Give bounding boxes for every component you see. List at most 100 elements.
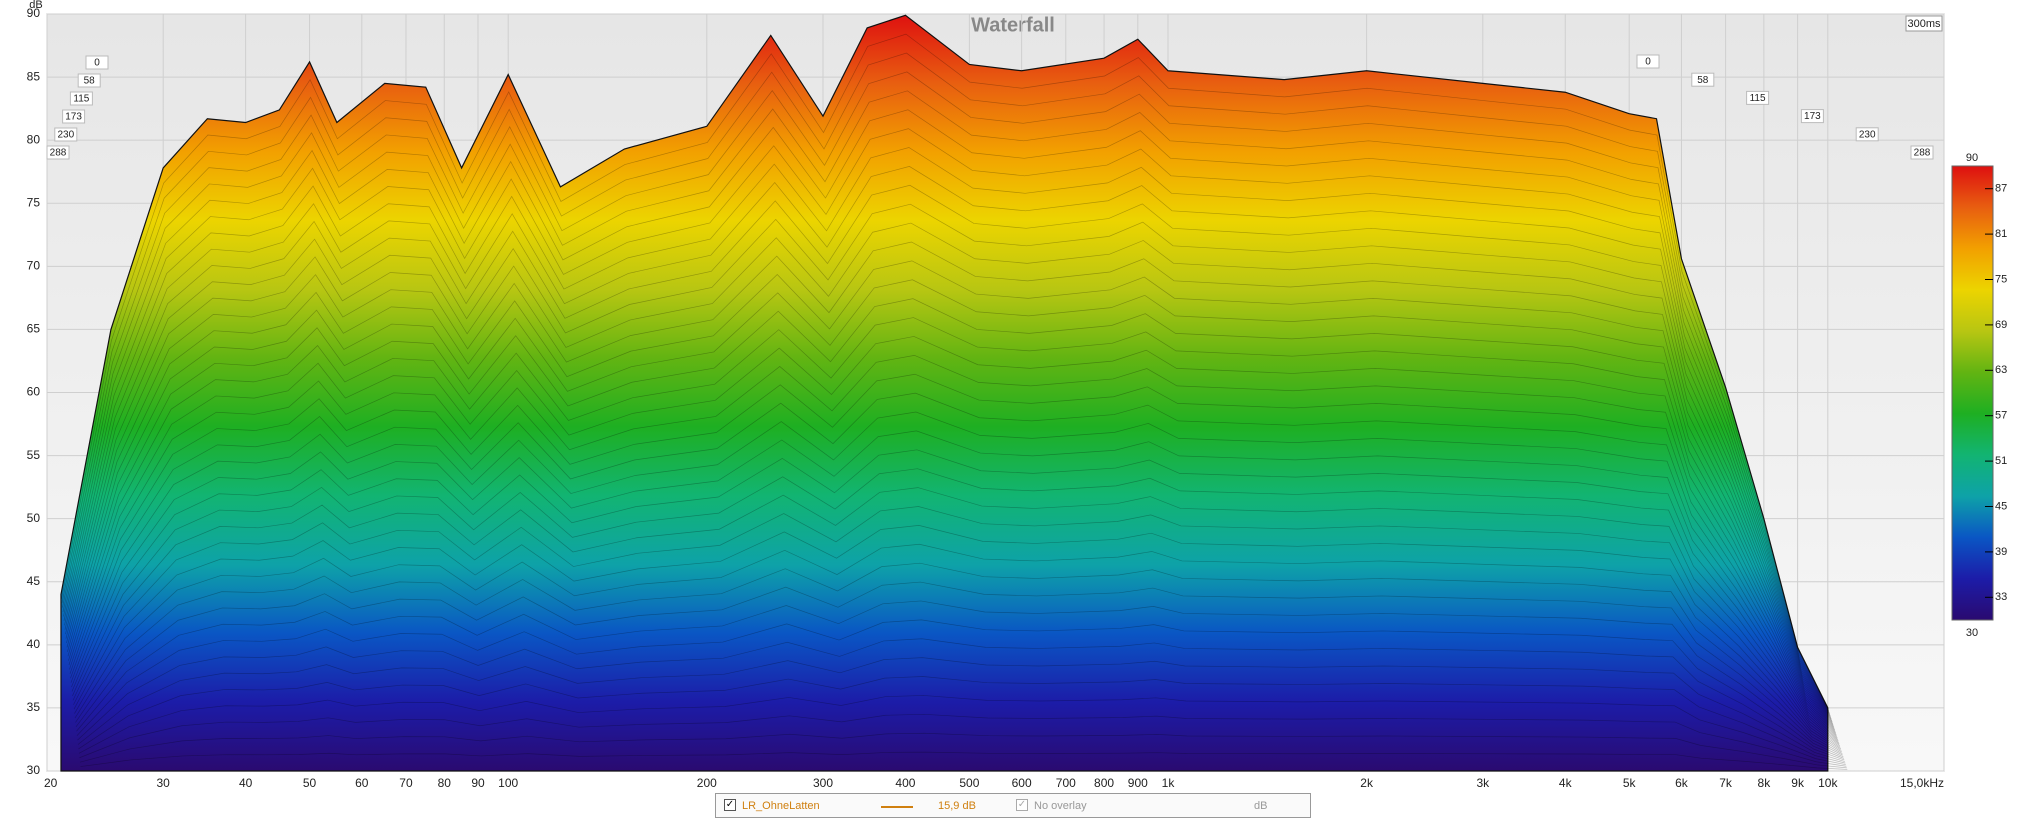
time-tick-label: 115 xyxy=(1750,93,1766,104)
y-tick-label: 90 xyxy=(27,6,41,20)
slice-line xyxy=(75,581,1843,756)
time-tick-box xyxy=(62,109,86,124)
slice-line xyxy=(66,222,1834,726)
time-tick-box xyxy=(1855,127,1879,142)
slice-line xyxy=(66,241,1835,728)
slice-line xyxy=(72,468,1841,747)
slice-line xyxy=(68,317,1837,734)
time-label-box xyxy=(1905,15,1943,32)
legend-swatch xyxy=(881,806,913,808)
y-tick-label: 50 xyxy=(27,511,41,525)
time-tick-label: 288 xyxy=(1914,148,1931,159)
time-tick-box xyxy=(1636,54,1660,69)
y-tick-label: 85 xyxy=(27,69,41,83)
slice-line xyxy=(69,354,1838,737)
colorbar-label: 90 xyxy=(1966,152,1978,164)
x-tick-label: 600 xyxy=(1012,776,1032,790)
y-tick-label: 40 xyxy=(27,637,41,651)
time-tick-box xyxy=(77,73,101,88)
x-tick-label: 5k xyxy=(1623,776,1637,790)
x-tick-label: 10k xyxy=(1818,776,1838,790)
slice-line xyxy=(65,184,1833,723)
time-tick-label: 288 xyxy=(50,148,67,159)
x-tick-label: 200 xyxy=(697,776,717,790)
series-checkbox[interactable]: ✓ xyxy=(724,799,736,811)
slice-line xyxy=(61,52,1830,712)
y-tick-label: 45 xyxy=(27,574,41,588)
colorbar-label: 51 xyxy=(1995,455,2007,467)
legend-value: 15,9 dB xyxy=(938,800,976,812)
x-tick-label: 20 xyxy=(44,776,58,790)
slice-line xyxy=(69,336,1837,735)
slice-line xyxy=(75,562,1843,754)
colorbar-label: 33 xyxy=(1995,591,2007,603)
y-tick-label: 65 xyxy=(27,322,41,336)
time-tick-box xyxy=(1691,72,1715,87)
colorbar-label: 30 xyxy=(1966,627,1978,639)
x-tick-label: 6k xyxy=(1675,776,1689,790)
colorbar-label: 69 xyxy=(1995,319,2007,331)
colorbar-label: 87 xyxy=(1995,183,2007,195)
slice-line xyxy=(61,33,1829,710)
colorbar-label: 75 xyxy=(1995,273,2007,285)
time-tick-label: 0 xyxy=(1645,57,1651,68)
slice-line xyxy=(76,600,1844,758)
waterfall-surface xyxy=(60,14,1829,772)
x-tick-label: 40 xyxy=(239,776,253,790)
y-tick-label: 35 xyxy=(27,700,41,714)
time-tick-label: 230 xyxy=(57,130,74,141)
slice-line xyxy=(74,525,1842,751)
y-tick-label: 75 xyxy=(27,195,41,209)
slice-line xyxy=(73,487,1841,748)
x-tick-label: 8k xyxy=(1758,776,1772,790)
colorbar-label: 63 xyxy=(1995,364,2007,376)
slice-line xyxy=(64,166,1833,721)
time-tick-box xyxy=(46,145,70,160)
overlay-checkbox[interactable]: ✓ xyxy=(1016,799,1028,811)
x-tick-label: 9k xyxy=(1791,776,1805,790)
slice-line xyxy=(63,109,1831,716)
x-tick-label: 50 xyxy=(303,776,317,790)
x-tick-label: 4k xyxy=(1559,776,1573,790)
time-tick-label: 58 xyxy=(84,76,96,87)
overlay-unit: dB xyxy=(1254,800,1268,812)
y-tick-label: 55 xyxy=(27,448,41,462)
slice-line xyxy=(67,279,1836,731)
chart-title: Waterfall xyxy=(971,14,1055,36)
slice-line xyxy=(79,732,1847,769)
x-tick-label: 7k xyxy=(1719,776,1733,790)
colorbar-label: 39 xyxy=(1995,546,2007,558)
slice-line xyxy=(71,430,1840,743)
time-tick-box xyxy=(1910,145,1934,160)
slice-line xyxy=(64,147,1832,720)
slice-line xyxy=(62,71,1830,713)
x-tick-label: 15,0kHz xyxy=(1900,776,1944,790)
colorbar-label: 45 xyxy=(1995,500,2007,512)
x-tick-label: 100 xyxy=(498,776,518,790)
y-tick-label: 70 xyxy=(27,259,41,273)
colorbar xyxy=(1951,165,1994,621)
x-tick-label: 300 xyxy=(813,776,833,790)
x-tick-label: 500 xyxy=(959,776,979,790)
time-tick-box xyxy=(85,55,109,70)
x-tick-label: 400 xyxy=(895,776,915,790)
slice-line xyxy=(63,128,1832,718)
slice-line xyxy=(79,713,1847,767)
x-tick-label: 80 xyxy=(438,776,452,790)
slice-line xyxy=(68,298,1836,732)
y-tick-label: 80 xyxy=(27,132,41,146)
time-label: 300ms xyxy=(1907,18,1941,30)
slice-line xyxy=(70,373,1838,739)
legend: ✓ LR_OhneLatten 15,9 dB ✓ No overlay dB xyxy=(715,793,1311,818)
slice-line xyxy=(65,203,1834,724)
slice-line xyxy=(74,543,1842,753)
x-tick-label: 90 xyxy=(471,776,485,790)
y-tick-label: 60 xyxy=(27,385,41,399)
x-tick-label: 3k xyxy=(1476,776,1490,790)
slice-line xyxy=(77,638,1845,761)
x-tick-label: 60 xyxy=(355,776,369,790)
slice-line xyxy=(71,411,1839,742)
slice-line xyxy=(77,657,1845,762)
y-tick-label: 30 xyxy=(27,763,41,777)
